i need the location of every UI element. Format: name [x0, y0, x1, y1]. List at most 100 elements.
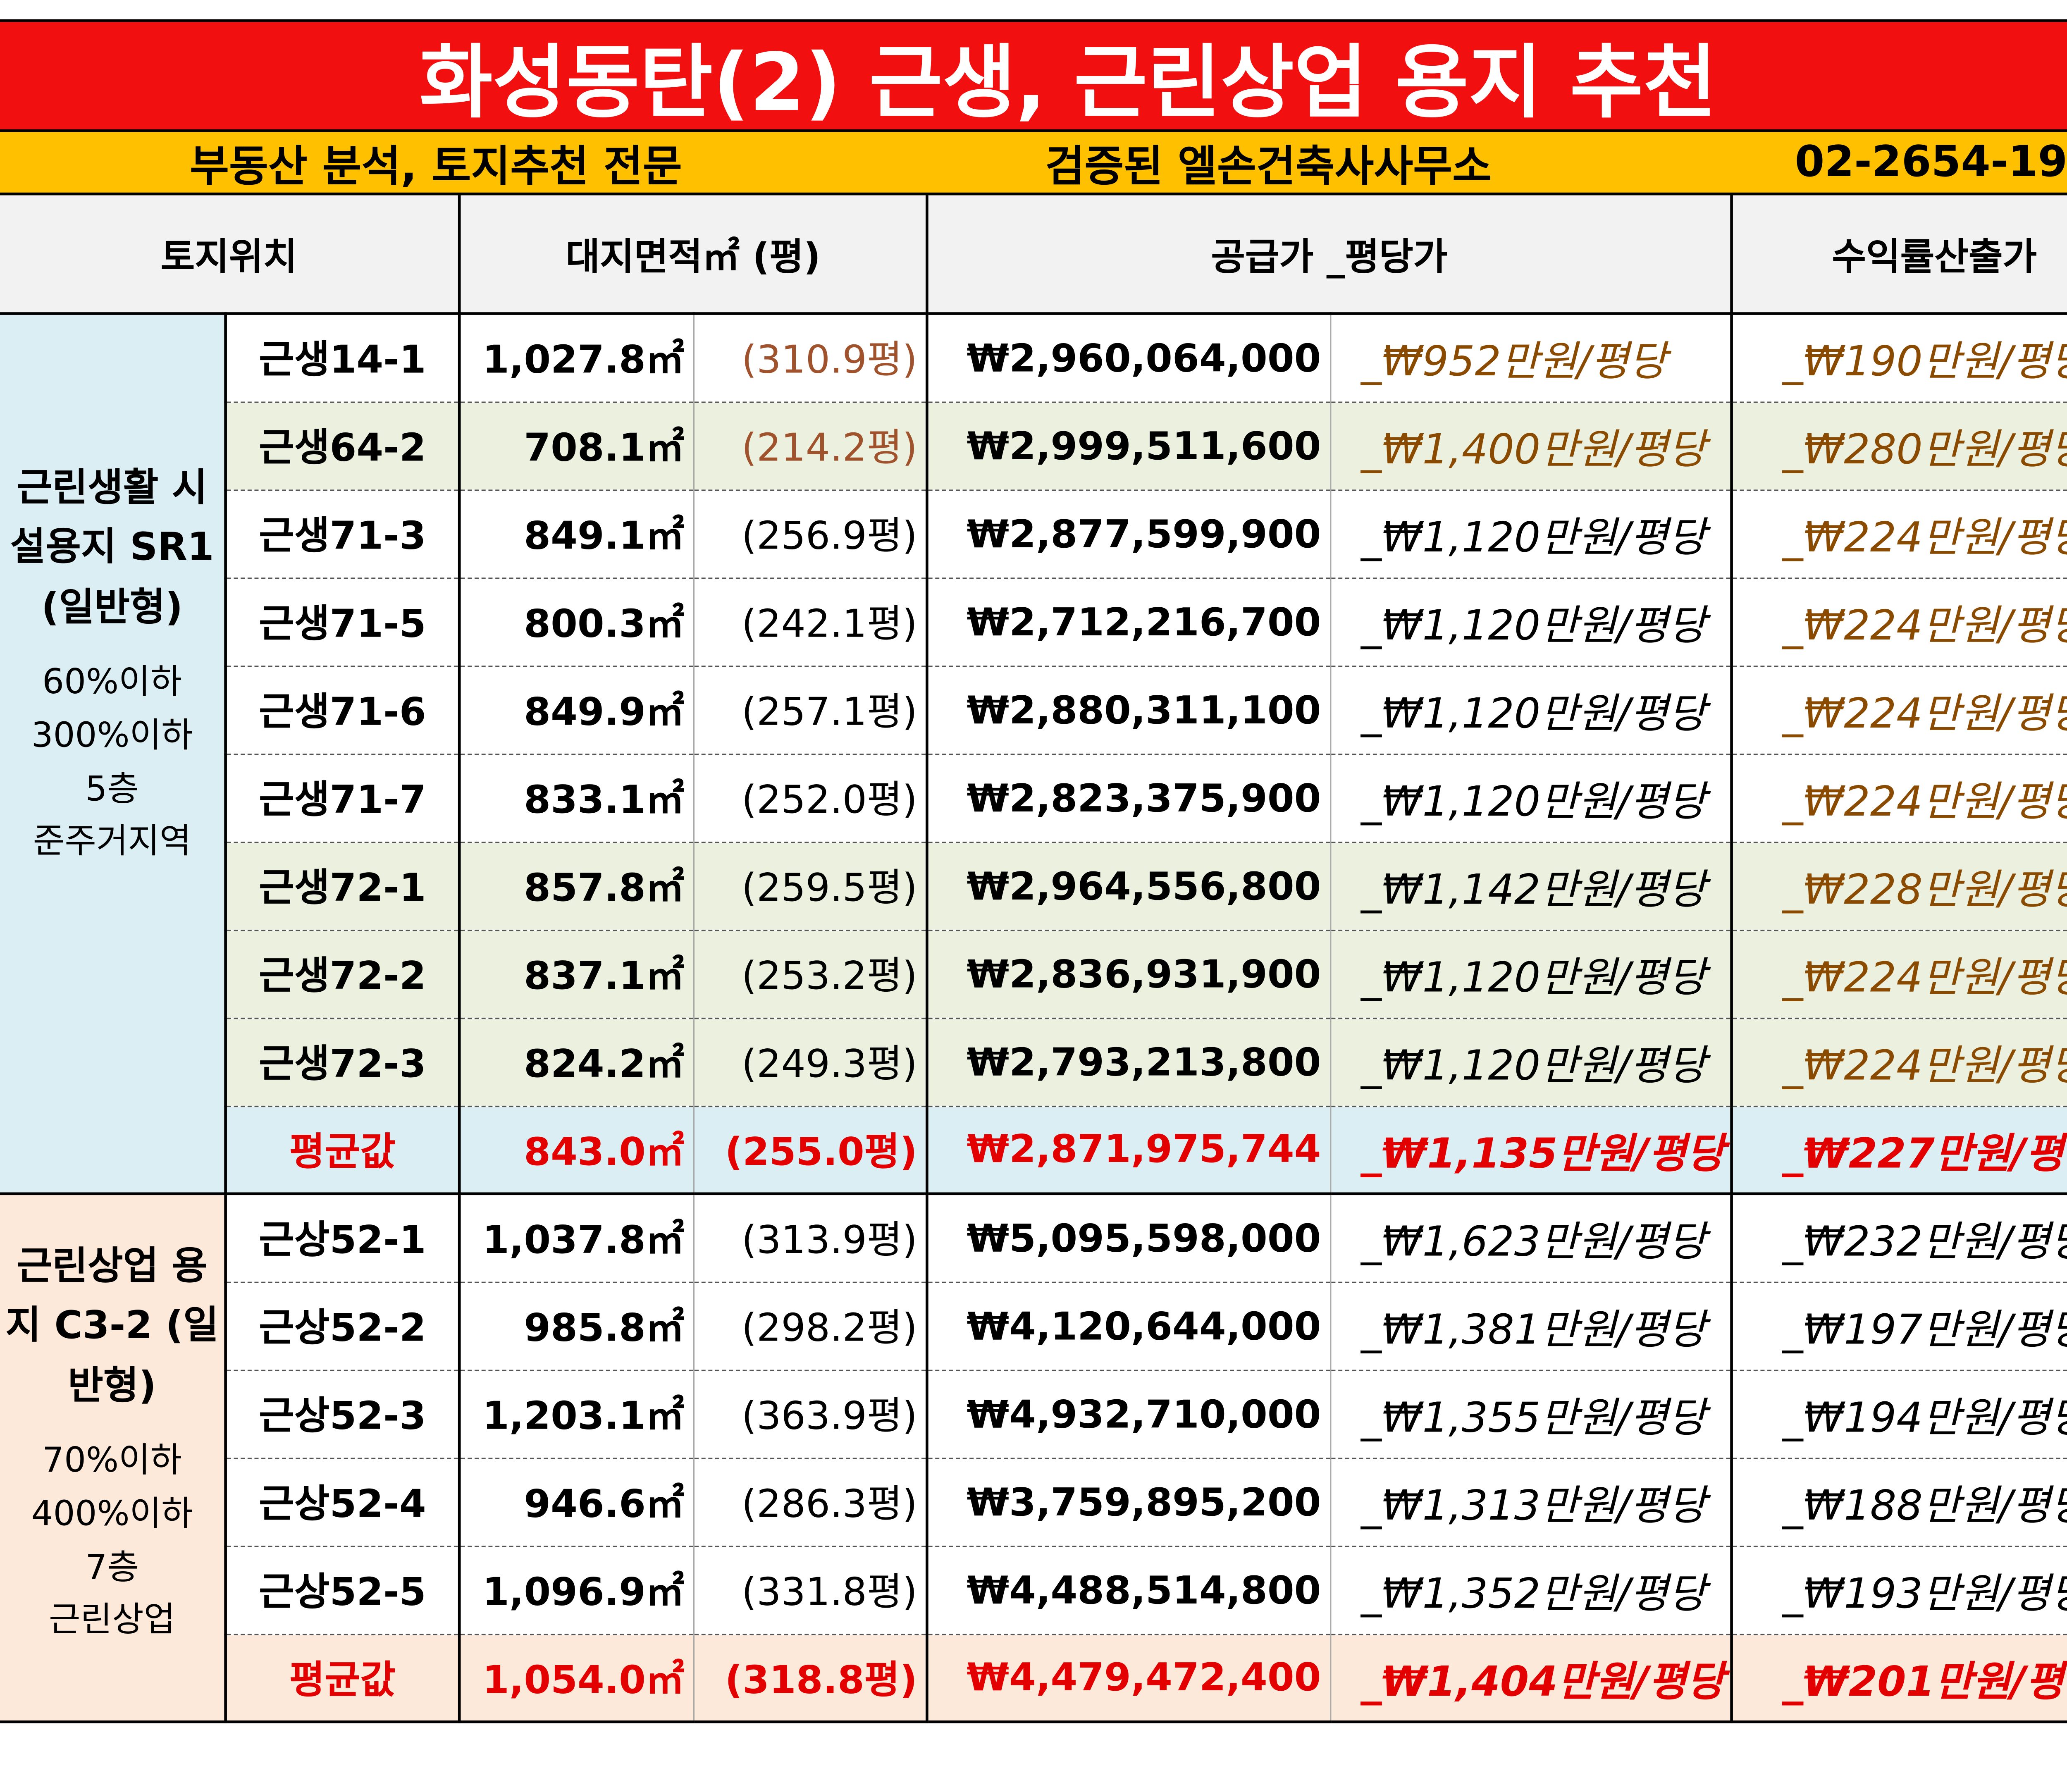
lot-id: 근생72-1 [225, 842, 461, 931]
average-row: 평균값 1,054.0㎡ (318.8평) ₩4,479,472,400 _₩1… [0, 1634, 2067, 1723]
table-row: 근생71-7 833.1㎡ (252.0평) ₩2,823,375,900 _₩… [0, 754, 2067, 842]
lot-id: 근생72-3 [225, 1017, 461, 1107]
yield-price: _₩232만원/평당 [1731, 1193, 2067, 1283]
area-pyeong: (298.2평) [692, 1281, 928, 1371]
lot-id: 근생72-2 [225, 929, 461, 1019]
area-pyeong: (257.1평) [692, 666, 928, 754]
price-per-pyeong: _₩1,313만원/평당 [1329, 1458, 1733, 1547]
zone-name: 근린생활 시설용지 SR1 (일반형) [10, 465, 214, 630]
supply-price: ₩2,880,311,100 [927, 666, 1330, 754]
area-sqm: 800.3㎡ [459, 577, 693, 666]
area-pyeong: (286.3평) [692, 1458, 928, 1547]
area-sqm: 857.8㎡ [459, 842, 693, 931]
area-sqm: 849.9㎡ [459, 666, 693, 754]
average-label: 평균값 [225, 1634, 461, 1723]
average-label: 평균값 [225, 1105, 461, 1195]
yield-price: _₩188만원/평당 [1731, 1458, 2067, 1547]
area-sqm: 946.6㎡ [459, 1458, 693, 1547]
supply-price: ₩2,960,064,000 [927, 313, 1330, 403]
zone-info-line: 7층 [85, 1546, 139, 1587]
area-pyeong: (363.9평) [692, 1370, 928, 1459]
col-header-price: 공급가 _평당가 [927, 195, 1733, 315]
area-sqm: 708.1㎡ [459, 401, 693, 491]
price-per-pyeong: _₩1,623만원/평당 [1329, 1193, 1733, 1283]
lot-id: 근생71-3 [225, 489, 461, 578]
table-row: 근생71-3 849.1㎡ (256.9평) ₩2,877,599,900 _₩… [0, 489, 2067, 578]
zone-info-line: 70%이하 [42, 1440, 182, 1480]
price-per-pyeong: _₩1,352만원/평당 [1329, 1546, 1733, 1635]
lot-id: 근생71-6 [225, 666, 461, 754]
table-row: 근생64-2 708.1㎡ (214.2평) ₩2,999,511,600 _₩… [0, 401, 2067, 491]
price-per-pyeong: _₩1,120만원/평당 [1329, 666, 1733, 754]
zone-label: 근린생활 시설용지 SR1 (일반형) 60%이하 300%이하 5층 준주거지역 [0, 313, 227, 1195]
area-sqm: 849.1㎡ [459, 489, 693, 578]
yield-price: _₩224만원/평당 [1731, 929, 2067, 1019]
supply-price: ₩4,120,644,000 [927, 1281, 1330, 1371]
table-row: 근생71-6 849.9㎡ (257.1평) ₩2,880,311,100 _₩… [0, 666, 2067, 754]
area-sqm: 985.8㎡ [459, 1281, 693, 1371]
price-per-pyeong: _₩1,120만원/평당 [1329, 577, 1733, 666]
lot-id: 근생71-7 [225, 754, 461, 842]
table-row: 근생71-5 800.3㎡ (242.1평) ₩2,712,216,700 _₩… [0, 577, 2067, 666]
yield-price: _₩224만원/평당 [1731, 666, 2067, 754]
table-row: 근린생활 시설용지 SR1 (일반형) 60%이하 300%이하 5층 준주거지역 근… [0, 313, 2067, 1195]
lot-id: 근상52-2 [225, 1281, 461, 1371]
col-header-yield: 수익률산출가 [1731, 195, 2067, 315]
area-pyeong: (331.8평) [692, 1546, 928, 1635]
average-area-pyeong: (318.8평) [692, 1634, 928, 1723]
price-per-pyeong: _₩1,120만원/평당 [1329, 754, 1733, 842]
supply-price: ₩4,488,514,800 [927, 1546, 1330, 1635]
table-row: 근상52-3 1,203.1㎡ (363.9평) ₩4,932,710,000 … [0, 1370, 2067, 1459]
zone-info-line: 준주거지역 [33, 821, 191, 862]
area-pyeong: (256.9평) [692, 489, 928, 578]
phone-number: 02-2654-1931 [1795, 137, 2067, 187]
table-row: 근생72-1 857.8㎡ (259.5평) ₩2,964,556,800 _₩… [0, 842, 2067, 931]
average-yield-price: _₩201만원/평당 [1731, 1634, 2067, 1723]
area-pyeong: (253.2평) [692, 929, 928, 1019]
area-sqm: 833.1㎡ [459, 754, 693, 842]
area-pyeong: (214.2평) [692, 401, 928, 491]
supply-price: ₩2,836,931,900 [927, 929, 1330, 1019]
supply-price: ₩2,712,216,700 [927, 577, 1330, 666]
zone-info: 60%이하 300%이하 5층 준주거지역 [0, 656, 223, 870]
yield-price: _₩228만원/평당 [1731, 842, 2067, 931]
lot-id: 근생71-5 [225, 577, 461, 666]
average-price-per-pyeong: _₩1,135만원/평당 [1329, 1105, 1733, 1195]
col-header-location: 토지위치 [0, 195, 461, 315]
yield-price: _₩193만원/평당 [1731, 1546, 2067, 1635]
zone-info-line: 400%이하 [31, 1493, 193, 1534]
price-per-pyeong: _₩952만원/평당 [1329, 313, 1733, 403]
subtitle-bar: 부동산 분석, 토지추천 전문 검증된 엘손건축사사무소 02-2654-193… [0, 132, 2067, 196]
price-per-pyeong: _₩1,120만원/평당 [1329, 929, 1733, 1019]
zone-label: 근린상업 용지 C3-2 (일반형) 70%이하 400%이하 7층 근린상업 [0, 1193, 227, 1723]
area-sqm: 1,096.9㎡ [459, 1546, 693, 1635]
area-pyeong: (313.9평) [692, 1193, 928, 1283]
area-sqm: 1,037.8㎡ [459, 1193, 693, 1283]
average-price-per-pyeong: _₩1,404만원/평당 [1329, 1634, 1733, 1723]
lot-id: 근상52-5 [225, 1546, 461, 1635]
yield-price: _₩194만원/평당 [1731, 1370, 2067, 1459]
area-pyeong: (242.1평) [692, 577, 928, 666]
lot-id: 근상52-1 [225, 1193, 461, 1283]
tagline: 부동산 분석, 토지추천 전문 [190, 142, 682, 192]
supply-price: ₩3,759,895,200 [927, 1458, 1330, 1547]
area-sqm: 824.2㎡ [459, 1017, 693, 1107]
lot-id: 근상52-3 [225, 1370, 461, 1459]
zone-info-line: 5층 [85, 768, 139, 809]
col-header-area: 대지면적㎡ (평) [459, 195, 928, 315]
zone-info-line: 근린상업 [49, 1600, 176, 1640]
lot-id: 근생14-1 [225, 313, 461, 403]
lot-id: 근상52-4 [225, 1458, 461, 1547]
yield-price: _₩280만원/평당 [1731, 401, 2067, 491]
table-row: 근린상업 용지 C3-2 (일반형) 70%이하 400%이하 7층 근린상업 근상5… [0, 1193, 2067, 1723]
area-pyeong: (252.0평) [692, 754, 928, 842]
yield-price: _₩224만원/평당 [1731, 754, 2067, 842]
table-row: 근상52-2 985.8㎡ (298.2평) ₩4,120,644,000 _₩… [0, 1281, 2067, 1371]
table-header-row: 토지위치 대지면적㎡ (평) 공급가 _평당가 수익률산출가 [0, 195, 2067, 315]
area-pyeong: (259.5평) [692, 842, 928, 931]
zone-info-line: 300%이하 [31, 715, 193, 755]
area-sqm: 837.1㎡ [459, 929, 693, 1019]
average-area-sqm: 1,054.0㎡ [459, 1634, 693, 1723]
